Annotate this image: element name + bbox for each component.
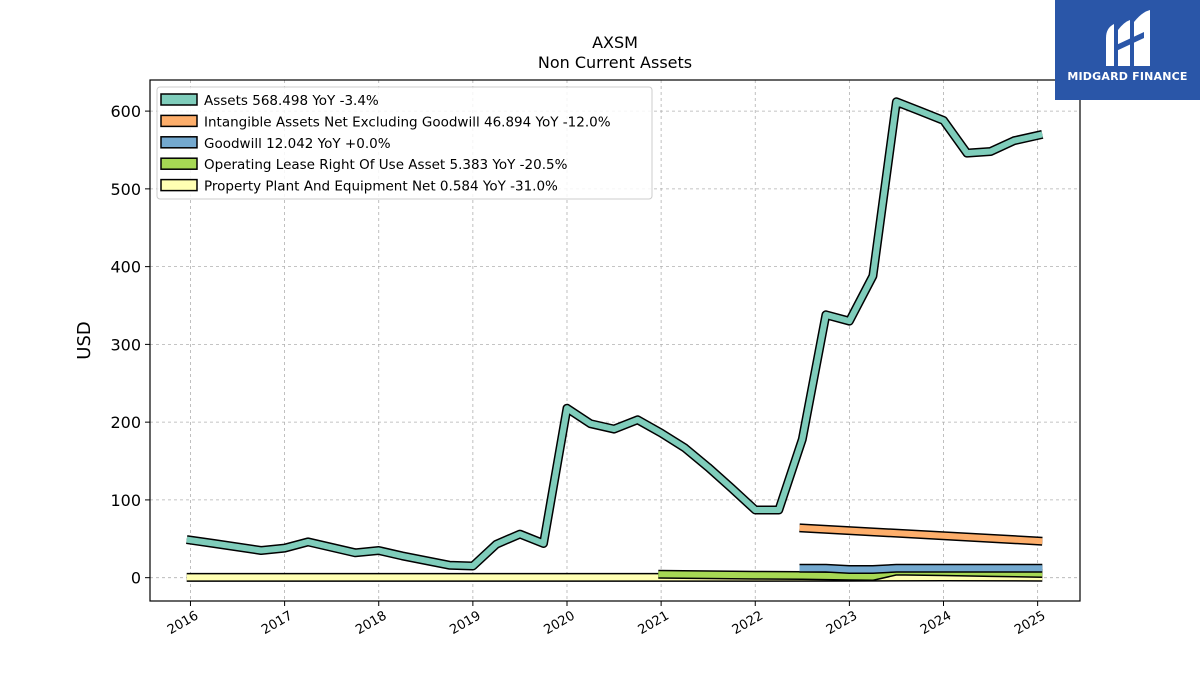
x-tick-label: 2019 [447, 608, 483, 638]
y-tick-label: 0 [131, 569, 141, 588]
y-tick-label: 400 [110, 258, 141, 277]
x-tick-label: 2021 [636, 608, 672, 638]
x-tick-label: 2020 [541, 608, 577, 638]
y-tick-label: 100 [110, 491, 141, 510]
y-tick-label: 200 [110, 413, 141, 432]
x-tick-label: 2016 [165, 608, 201, 638]
legend-swatch [160, 114, 198, 128]
x-tick-label: 2024 [918, 608, 954, 638]
legend-label: Intangible Assets Net Excluding Goodwill… [204, 114, 611, 130]
logo-text: MIDGARD FINANCE [1067, 70, 1188, 83]
y-tick-label: 600 [110, 102, 141, 121]
x-tick-label: 2017 [259, 608, 295, 638]
series-0 [186, 97, 1044, 571]
x-tick-label: 2025 [1012, 608, 1048, 638]
legend-swatch [160, 136, 198, 149]
series-line [799, 524, 1043, 545]
legend-swatch [160, 93, 198, 106]
legend-label: Assets 568.498 YoY -3.4% [204, 93, 379, 109]
series-line [186, 98, 1043, 569]
midgard-logo-icon [1106, 10, 1150, 66]
midgard-finance-logo: MIDGARD FINANCE [1055, 0, 1200, 100]
x-tick-label: 2018 [353, 608, 389, 638]
chart-subtitle: Non Current Assets [538, 53, 692, 72]
x-tick-label: 2023 [824, 608, 860, 638]
legend-box [156, 86, 653, 200]
series-line [799, 565, 1043, 573]
legend-label: Goodwill 12.042 YoY +0.0% [204, 136, 391, 152]
chart-title: AXSM [592, 33, 638, 52]
y-axis-label: USD [74, 321, 95, 359]
legend-label: Operating Lease Right Of Use Asset 5.383… [204, 157, 568, 173]
series-1 [799, 523, 1043, 546]
plot-frame [149, 79, 1081, 602]
y-tick-label: 500 [110, 180, 141, 199]
x-tick-label: 2022 [730, 608, 766, 638]
series-2 [799, 563, 1043, 574]
legend: Assets 568.498 YoY -3.4% Intangible Asset… [156, 86, 653, 200]
legend-swatch [160, 178, 198, 192]
legend-label: Property Plant And Equipment Net 0.584 Y… [204, 179, 558, 195]
legend-swatch [160, 157, 198, 170]
y-tick-label: 300 [110, 335, 141, 354]
